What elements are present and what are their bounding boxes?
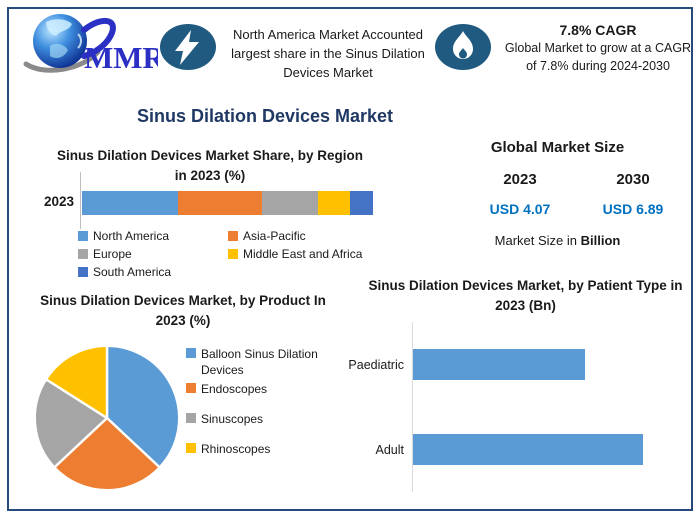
swatch-sinuscopes — [186, 412, 196, 423]
legend-label: Middle East and Africa — [243, 247, 363, 261]
pie-slice-3 — [44, 344, 109, 420]
market-size-value-end: USD 6.89 — [602, 201, 664, 217]
global-market-size-title: Global Market Size — [490, 139, 625, 156]
legend-item-asia-pacific: Asia-Pacific — [228, 229, 383, 243]
legend-label: Balloon Sinus Dilation Devices — [201, 347, 318, 378]
pie-slice-2 — [33, 378, 109, 469]
swatch-asia-pacific — [228, 231, 238, 241]
legend-label: Endoscopes — [201, 382, 268, 397]
patient-chart-title: Sinus Dilation Devices Market, by Patien… — [368, 278, 683, 314]
swatch-balloon-devices — [186, 348, 196, 358]
market-size-footnote: Market Size in Billion — [430, 233, 685, 248]
mmr-logo: MMR — [20, 10, 166, 78]
region-category-label: 2023 — [43, 194, 74, 209]
swatch-north-america — [78, 231, 88, 241]
highlight-north-america-text: North America Market Accounted largest s… — [231, 27, 425, 80]
swatch-south-america — [78, 267, 88, 277]
footnote-unit: Billion — [580, 233, 621, 248]
product-legend: Balloon Sinus Dilation Devices Endoscope… — [186, 346, 338, 457]
footnote-prefix: Market Size in — [494, 233, 581, 248]
legend-item-balloon-devices: Balloon Sinus Dilation Devices — [186, 346, 338, 378]
page-title: Sinus Dilation Devices Market — [136, 106, 394, 126]
legend-item-europe: Europe — [78, 247, 228, 261]
pie-slice-1 — [53, 416, 161, 492]
legend-item-endoscopes: Endoscopes — [186, 381, 338, 397]
region-stacked-bar — [82, 191, 374, 215]
legend-label: Asia-Pacific — [243, 229, 306, 243]
globe-logo-graphic: MMR — [23, 14, 166, 75]
cagr-highlight: 7.8% CAGR Global Market to grow at a CAG… — [498, 22, 698, 75]
market-size-value-start: USD 4.07 — [489, 201, 551, 217]
cagr-title: 7.8% CAGR — [559, 22, 637, 38]
region-bar-segment-2 — [262, 191, 318, 215]
swatch-europe — [78, 249, 88, 259]
product-pie-svg — [33, 344, 181, 492]
region-bar-segment-1 — [178, 191, 263, 215]
swatch-endoscopes — [186, 383, 196, 394]
legend-label: Rhinoscopes — [201, 441, 271, 456]
legend-item-middle-east-africa: Middle East and Africa — [228, 247, 383, 261]
legend-label: South America — [93, 265, 172, 279]
swatch-rhinoscopes — [186, 442, 196, 453]
legend-item-north-america: North America — [78, 229, 228, 243]
region-bar-segment-4 — [349, 191, 374, 215]
patient-category-adult: Adult — [375, 442, 405, 457]
region-bar-segment-3 — [317, 191, 350, 215]
legend-item-sinuscopes: Sinuscopes — [186, 411, 338, 427]
pie-slice-0 — [105, 344, 181, 469]
patient-bar-cell — [412, 322, 680, 407]
lightning-icon — [158, 22, 218, 72]
legend-label: Europe — [93, 247, 132, 261]
swatch-middle-east-africa — [228, 249, 238, 259]
cagr-text: Global Market to grow at a CAGR of 7.8% … — [504, 41, 692, 73]
legend-item-south-america: South America — [78, 265, 228, 279]
legend-label: Sinuscopes — [201, 411, 264, 426]
legend-label: North America — [93, 229, 170, 243]
flame-icon — [433, 22, 493, 72]
product-chart-title: Sinus Dilation Devices Market, by Produc… — [40, 293, 326, 329]
patient-category-paediatric: Paediatric — [348, 357, 404, 372]
market-size-year-end: 2030 — [616, 171, 650, 188]
region-chart-plot — [80, 172, 374, 229]
patient-bar-cell — [412, 407, 680, 492]
market-size-year-start: 2023 — [503, 171, 537, 188]
region-legend: North America Asia-Pacific Europe Middle… — [78, 229, 383, 279]
legend-item-rhinoscopes: Rhinoscopes — [186, 441, 338, 457]
svg-text:MMR: MMR — [84, 40, 158, 75]
patient-chart-plot: Paediatric Adult — [348, 322, 680, 492]
adult-bar — [413, 434, 644, 465]
paediatric-bar — [413, 349, 585, 380]
region-chart-title: Sinus Dilation Devices Market Share, by … — [56, 148, 364, 184]
region-bar-segment-0 — [82, 191, 179, 215]
